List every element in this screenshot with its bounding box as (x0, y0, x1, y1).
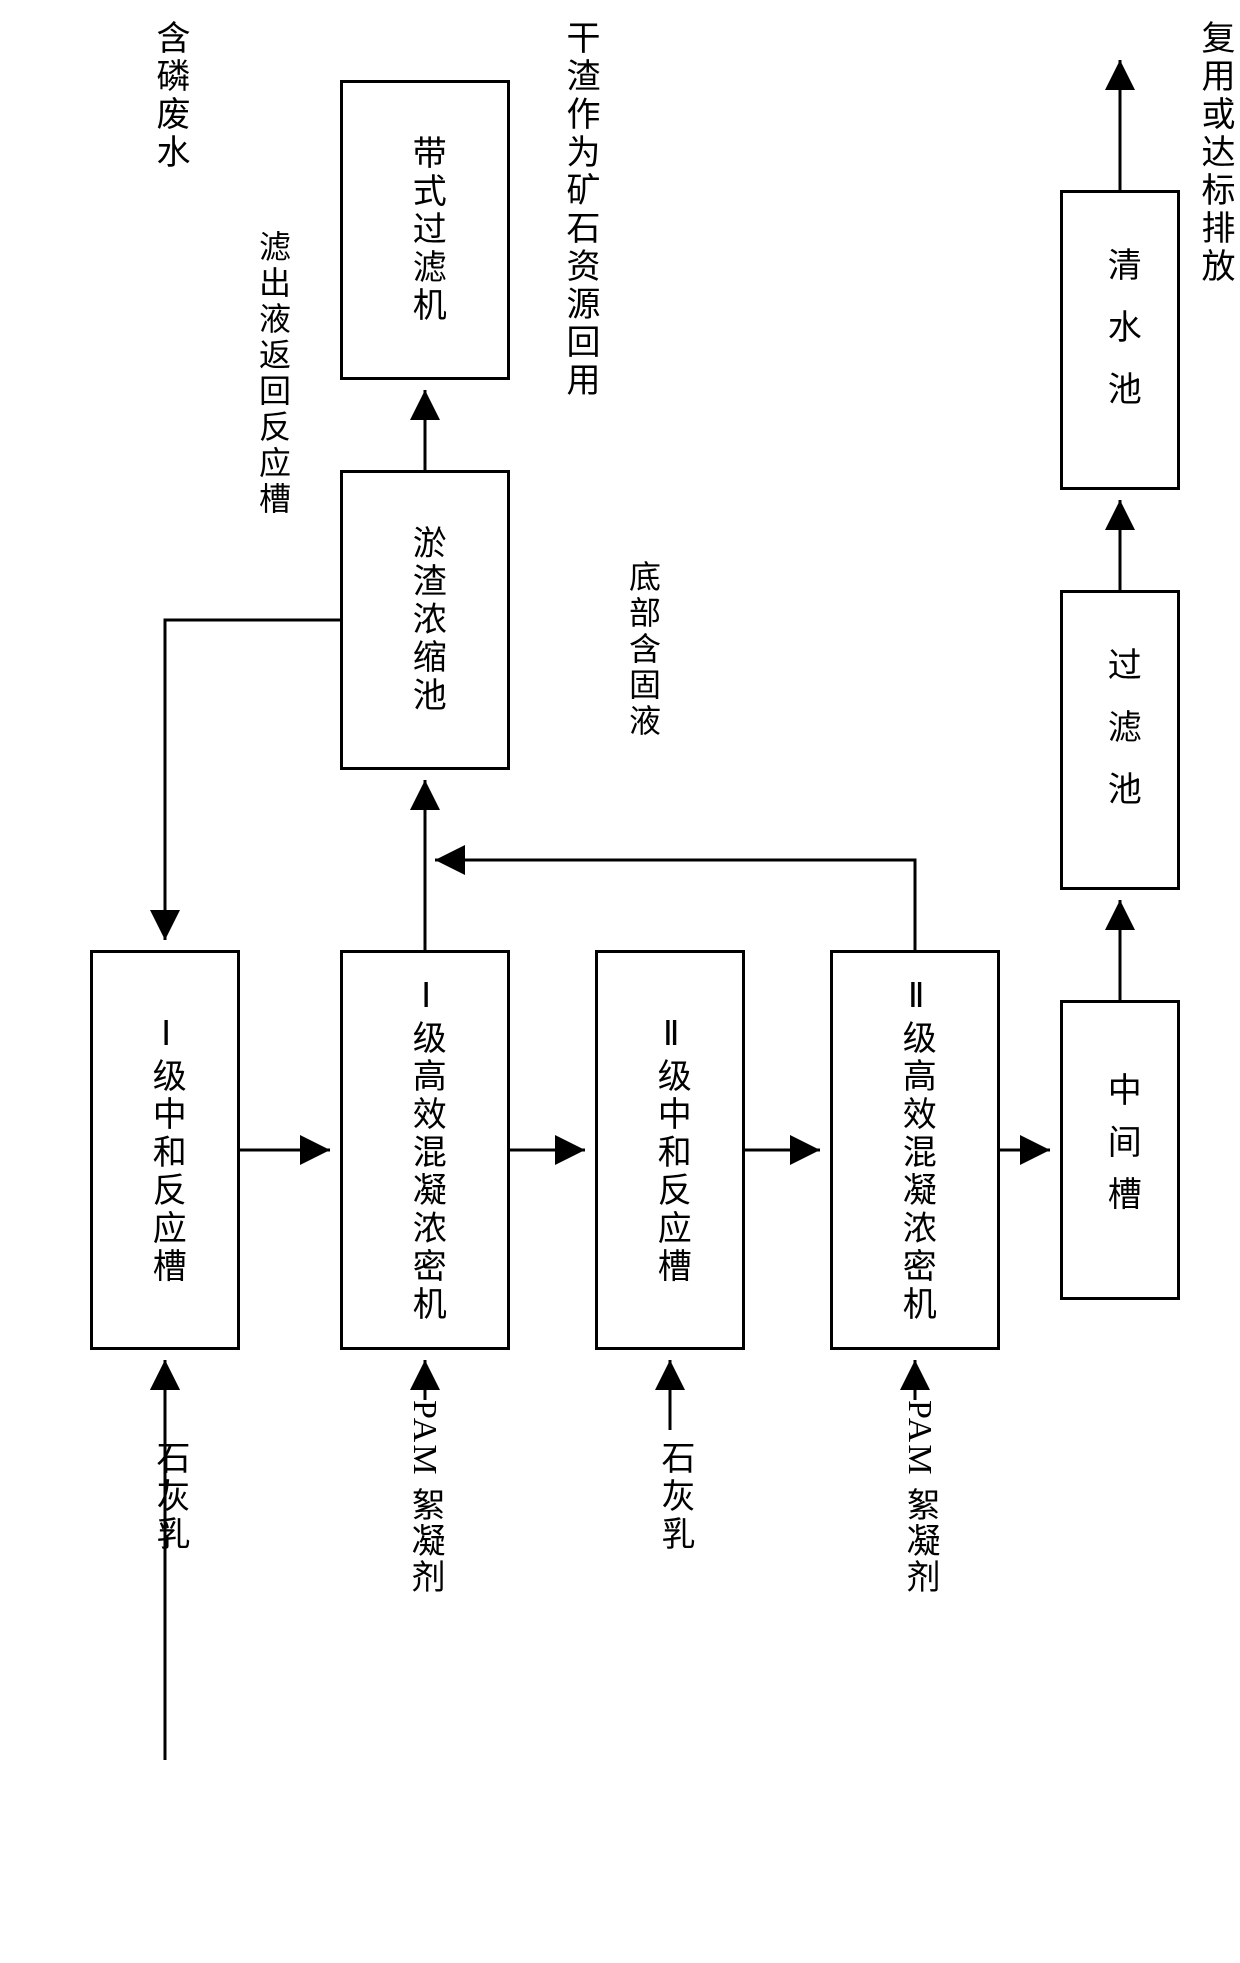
label-bottom-solid: 底部含固液 (620, 560, 666, 740)
label-lime2: 石灰乳 (650, 1440, 699, 1554)
text-sludge-pool: 淤渣浓缩池 (398, 525, 452, 715)
box-thick2: Ⅱ级高效混凝浓密机 (830, 950, 1000, 1350)
box-clear-pool: 清水池 (1060, 190, 1180, 490)
box-sludge-pool: 淤渣浓缩池 (340, 470, 510, 770)
text-neutral2: Ⅱ级中和反应槽 (643, 1014, 697, 1286)
text-filter-pool: 过滤池 (1093, 647, 1147, 833)
label-wastewater: 含磷废水 (145, 20, 194, 172)
box-neutral2: Ⅱ级中和反应槽 (595, 950, 745, 1350)
label-pam2: PAM 絮凝剂 (895, 1400, 944, 1595)
label-water-out: 复用或达标排放 (1190, 20, 1239, 286)
text-neutral1: Ⅰ级中和反应槽 (138, 1014, 192, 1286)
label-filtrate-return: 滤出液返回反应槽 (250, 230, 296, 518)
box-neutral1: Ⅰ级中和反应槽 (90, 950, 240, 1350)
label-lime1: 石灰乳 (145, 1440, 194, 1554)
box-intermediate: 中间槽 (1060, 1000, 1180, 1300)
text-belt-filter: 带式过滤机 (398, 135, 452, 325)
text-thick1: Ⅰ级高效混凝浓密机 (398, 976, 452, 1324)
text-clear-pool: 清水池 (1093, 247, 1147, 433)
box-belt-filter: 带式过滤机 (340, 80, 510, 380)
text-intermediate: 中间槽 (1093, 1072, 1147, 1228)
text-thick2: Ⅱ级高效混凝浓密机 (888, 976, 942, 1324)
label-slag-out: 干渣作为矿石资源回用 (555, 20, 604, 400)
label-pam1: PAM 絮凝剂 (400, 1400, 449, 1595)
box-thick1: Ⅰ级高效混凝浓密机 (340, 950, 510, 1350)
box-filter-pool: 过滤池 (1060, 590, 1180, 890)
